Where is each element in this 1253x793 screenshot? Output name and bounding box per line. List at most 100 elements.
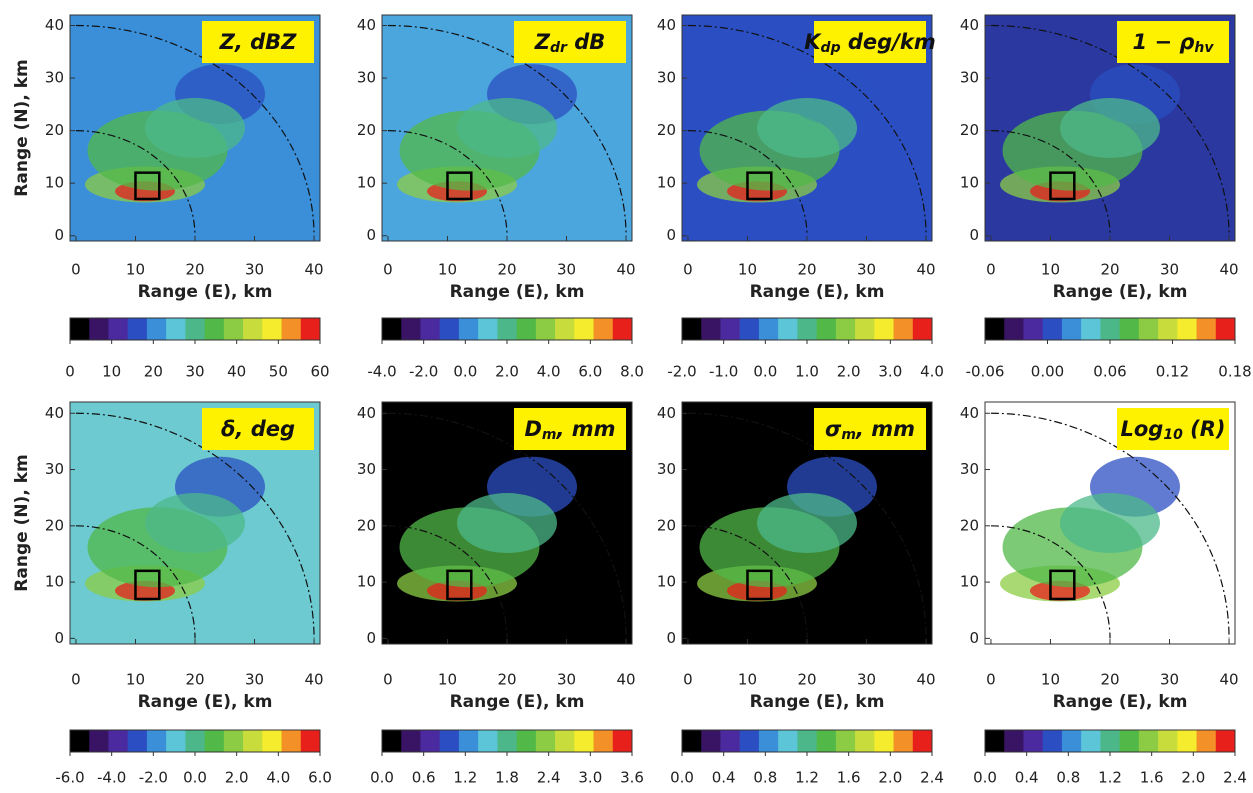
x-tick-label: 20 [185, 671, 204, 689]
colorbar-cell [874, 318, 895, 340]
x-tick-label: 30 [857, 261, 876, 279]
x-axis-label: Range (E), km [450, 692, 585, 712]
colorbar-cell [1004, 318, 1024, 340]
y-tick-label: 40 [657, 16, 676, 34]
colorbar-cell [478, 730, 498, 752]
colorbar-cell [70, 730, 90, 752]
colorbar-cell [682, 318, 702, 340]
y-tick-label: 40 [45, 16, 64, 34]
colorbar-cell [739, 318, 760, 340]
region-box [1049, 171, 1076, 201]
x-tick-label: 20 [797, 261, 816, 279]
colorbar-cell [401, 730, 421, 752]
title-box [1117, 21, 1229, 63]
colorbar-cell [497, 730, 518, 752]
y-tick-label: 40 [960, 404, 979, 422]
colorbar-cell [420, 318, 441, 340]
colorbar-cell [1119, 730, 1140, 752]
x-tick-label: 20 [1100, 671, 1119, 689]
y-tick-label: 30 [960, 69, 979, 87]
colorbar-cell [185, 730, 206, 752]
y-tick-label: 10 [657, 174, 676, 192]
range-ring [990, 525, 1111, 639]
y-tick-label: 10 [357, 573, 376, 591]
colorbar-cell [420, 730, 441, 752]
y-tick-label: 20 [357, 121, 376, 139]
colorbar-tick-label: 2.4 [920, 769, 944, 787]
colorbar-tick-label: 2.4 [537, 769, 561, 787]
x-tick-label: 20 [497, 671, 516, 689]
colorbar-cell [1023, 318, 1044, 340]
colorbar-tick-label: 6.0 [578, 363, 602, 381]
colorbar-cell [855, 730, 875, 752]
x-tick-label: 30 [245, 671, 264, 689]
colorbar-cell [912, 318, 933, 340]
y-tick-label: 0 [666, 629, 676, 647]
colorbar-tick-label: 2.0 [837, 363, 861, 381]
title-text: K [804, 30, 822, 54]
colorbar-cell [574, 318, 595, 340]
colorbar-cell [439, 318, 460, 340]
title-subscript: 10 [1163, 427, 1183, 443]
x-tick-label: 30 [557, 261, 576, 279]
colorbar-tick-label: 1.6 [1140, 769, 1164, 787]
field-blob [757, 98, 857, 158]
field [70, 402, 320, 644]
x-tick-label: 30 [557, 671, 576, 689]
x-tick-label: 0 [986, 261, 996, 279]
region-box [446, 171, 473, 201]
colorbar-cell [612, 318, 633, 340]
colorbar-tick-label: 0.8 [1056, 769, 1080, 787]
title-subscript: dp [821, 40, 841, 56]
colorbar-cell [835, 318, 856, 340]
region-box [134, 569, 161, 601]
colorbar-tick-label: 20 [144, 363, 163, 381]
panel-title: Z, dBZ [219, 30, 298, 54]
colorbar-cell [243, 318, 263, 340]
field-blob [145, 493, 245, 553]
colorbar-cell [1100, 318, 1121, 340]
x-tick-label: 20 [1100, 261, 1119, 279]
title-text: Log [1120, 417, 1163, 441]
colorbar-cell [89, 730, 109, 752]
field-blob [457, 493, 557, 553]
field-blob [1060, 493, 1160, 553]
colorbar-tick-label: 3.6 [620, 769, 644, 787]
colorbar-tick-label: 0.0 [973, 769, 997, 787]
y-tick-label: 20 [45, 516, 64, 534]
colorbar-tick-label: 1.8 [495, 769, 519, 787]
colorbar-cell [497, 318, 518, 340]
y-tick-label: 20 [960, 121, 979, 139]
title-text: 1 − ρ [1133, 30, 1195, 54]
colorbar-cell [701, 318, 721, 340]
colorbar-cell [70, 318, 90, 340]
x-tick-label: 0 [683, 671, 693, 689]
title-subscript: m [542, 427, 557, 443]
title-box [202, 408, 314, 450]
colorbar-tick-label: 0.0 [670, 769, 694, 787]
colorbar-cell [835, 730, 856, 752]
y-tick-label: 10 [657, 573, 676, 591]
colorbar-tick-label: 8.0 [620, 363, 644, 381]
colorbar-tick-label: 1.0 [795, 363, 819, 381]
colorbar-cell [778, 730, 798, 752]
title-subscript: m [841, 427, 856, 443]
colorbar-cell [1119, 318, 1140, 340]
colorbar-tick-label: 1.2 [795, 769, 819, 787]
x-tick-label: 40 [305, 671, 324, 689]
range-ring [387, 24, 627, 236]
panel-title: Zdr dB [534, 30, 606, 56]
colorbar-cell [146, 318, 167, 340]
title-text: D [524, 417, 541, 441]
colorbar-cell [1061, 730, 1082, 752]
colorbar-cell [797, 318, 818, 340]
region-box [446, 569, 473, 601]
title-unit: , mm [555, 417, 615, 441]
colorbar-tick-label: 0.12 [1156, 363, 1189, 381]
colorbar-cell [1081, 730, 1101, 752]
colorbar-cell [1177, 730, 1198, 752]
y-tick-label: 20 [657, 121, 676, 139]
y-tick-label: 40 [357, 404, 376, 422]
colorbar-tick-label: 30 [185, 363, 204, 381]
colorbar-tick-label: 60 [310, 363, 329, 381]
